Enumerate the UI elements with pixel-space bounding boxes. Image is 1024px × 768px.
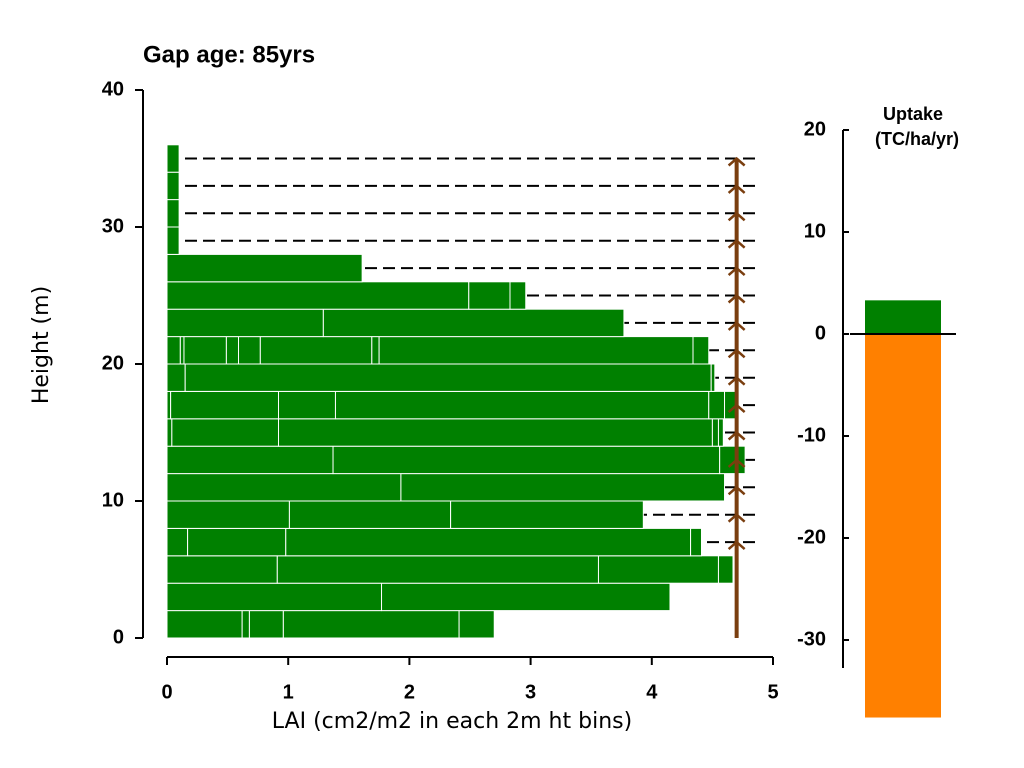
y-tick-label: 0 <box>113 626 124 648</box>
bar-segment <box>241 610 250 639</box>
y2-tick-label: -20 <box>797 526 826 548</box>
bar-segment <box>719 445 746 475</box>
bar-segment <box>334 390 710 420</box>
y-tick-label: 10 <box>102 489 124 511</box>
arrow-head <box>727 376 746 386</box>
bar-segment <box>166 527 189 557</box>
bar-segment <box>170 390 280 420</box>
bar-segment <box>381 582 671 612</box>
bar-segment <box>166 473 402 502</box>
bar-segment <box>166 363 186 392</box>
y-tick-label: 40 <box>102 78 124 100</box>
bar-segment <box>288 500 452 529</box>
bar-segment <box>238 336 261 365</box>
bar-segment <box>166 226 180 255</box>
arrow-head <box>727 266 746 277</box>
x-tick-label: 0 <box>161 681 172 703</box>
arrow-head <box>727 184 746 194</box>
bar-segment <box>166 500 290 529</box>
arrow-head <box>727 239 746 249</box>
bar-segment <box>171 418 280 447</box>
bar-segment <box>166 171 180 201</box>
bar-segment <box>468 281 511 310</box>
y-axis-label: Height (m) <box>29 286 54 404</box>
arrow-head <box>727 430 746 441</box>
y2-tick-label: -10 <box>797 424 826 446</box>
bar-segment <box>717 418 724 447</box>
panel-title: Uptake <box>883 104 943 124</box>
bar-segment <box>166 144 180 173</box>
arrow-head <box>727 458 746 468</box>
bar-segment <box>179 336 185 365</box>
bar-segment <box>184 363 712 392</box>
bar-segment <box>166 418 173 447</box>
bar-segment <box>710 363 716 392</box>
bar-segment <box>711 418 719 447</box>
bar-segment <box>692 336 710 365</box>
y2-tick-label: 10 <box>804 220 826 242</box>
bar <box>865 300 941 334</box>
bar-segment <box>708 390 726 420</box>
y-tick-label: 30 <box>102 215 124 237</box>
bar-segment <box>278 390 336 420</box>
bar-segment <box>248 610 284 639</box>
arrow-head <box>727 211 746 222</box>
bar-segment <box>597 555 719 584</box>
bar-segment <box>332 445 721 475</box>
y-tick-label: 20 <box>102 352 124 374</box>
y2-tick-label: 0 <box>815 322 826 344</box>
bar-segment <box>166 281 470 310</box>
bar-segment <box>378 336 694 365</box>
bar-segment <box>166 253 363 283</box>
bar-segment <box>187 527 287 557</box>
bar-segment <box>166 555 278 584</box>
bar <box>865 334 941 718</box>
bar-segment <box>400 473 726 502</box>
bar-segment <box>225 336 240 365</box>
x-tick-label: 2 <box>404 681 415 703</box>
bar-segment <box>458 610 495 639</box>
chart-title: Gap age: 85yrs <box>143 41 315 68</box>
bar-segment <box>278 418 713 447</box>
bar-segment <box>259 336 373 365</box>
bar-segment <box>166 610 243 639</box>
bar-segment <box>166 582 383 612</box>
x-axis-label: LAI (cm2/m2 in each 2m ht bins) <box>272 709 632 734</box>
y2-tick-label: 20 <box>804 118 826 140</box>
bar-segment <box>322 308 625 338</box>
arrow-head <box>727 293 746 304</box>
bar-segment <box>717 555 734 584</box>
arrow-head <box>727 513 746 523</box>
bar-segment <box>183 336 227 365</box>
bar-segment <box>450 500 644 529</box>
arrow-head <box>727 485 746 496</box>
bar-segment <box>166 336 181 365</box>
bar-segment <box>690 527 702 557</box>
bar-segment <box>282 610 460 639</box>
y2-tick-label: -30 <box>797 628 826 650</box>
x-tick-label: 4 <box>646 681 658 703</box>
bar-segment <box>509 281 527 310</box>
x-tick-label: 3 <box>525 681 536 703</box>
x-tick-label: 1 <box>283 681 294 703</box>
bar-segment <box>276 555 599 584</box>
panel-subtitle: (TC/ha/yr) <box>875 129 959 149</box>
arrow-head <box>727 156 746 167</box>
bar-segment <box>166 445 334 475</box>
x-tick-label: 5 <box>767 681 778 703</box>
arrow-head <box>727 540 746 551</box>
arrow-head <box>727 348 746 359</box>
bar-segment <box>285 527 692 557</box>
arrow-head <box>727 403 746 414</box>
bar-segment <box>371 336 380 365</box>
bar-segment <box>166 199 180 228</box>
bar-segment <box>166 308 324 338</box>
bar-segment <box>166 390 172 420</box>
arrow-head <box>727 321 746 331</box>
